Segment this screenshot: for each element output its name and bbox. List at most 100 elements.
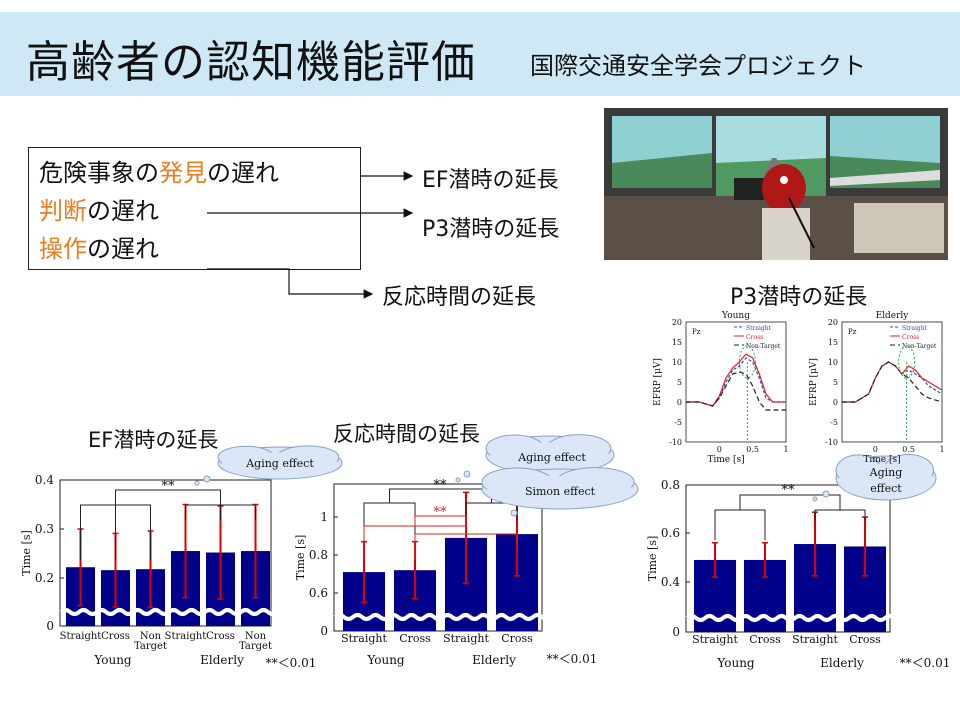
chart2-xlabel: Straight bbox=[692, 633, 738, 646]
erp1-ytick-label: -5 bbox=[830, 418, 838, 427]
chart1-callout-aging-fill bbox=[489, 442, 611, 474]
erp1-xlabel: Time [s] bbox=[863, 455, 900, 465]
chart0-xlabel: Straight bbox=[165, 631, 207, 642]
erp0-channel: Pz bbox=[692, 328, 701, 336]
erp0-ytick-label: 5 bbox=[677, 378, 682, 387]
erp0-title: Young bbox=[721, 311, 750, 321]
delay-line-judgment: 判断の遅れ bbox=[39, 197, 159, 225]
driving-simulator-photo bbox=[604, 108, 948, 260]
erp1-xtick-label: 0.5 bbox=[902, 445, 915, 454]
ef-latency-label: EF潜時の延長 bbox=[422, 168, 559, 193]
page-subtitle: 国際交通安全学会プロジェクト bbox=[530, 52, 866, 80]
chart2-xlabel: Cross bbox=[849, 633, 881, 646]
erp1-ytick-label: -10 bbox=[825, 438, 838, 447]
chart1-callout-aging-text: Aging effect bbox=[517, 451, 586, 464]
erp0-ytick-label: 15 bbox=[672, 338, 682, 347]
erp0-xtick-label: 0.5 bbox=[746, 445, 759, 454]
chart2-xlabel: Cross bbox=[749, 633, 781, 646]
erp1-title: Elderly bbox=[876, 311, 910, 321]
erp1-ytick-label: 15 bbox=[828, 338, 838, 347]
chart0-group-elderly: Elderly bbox=[200, 653, 244, 667]
ef-chart-title: EF潜時の延長 bbox=[88, 428, 219, 452]
chart0-xlabel: Cross bbox=[101, 631, 130, 642]
erp1-ytick-label: 10 bbox=[828, 358, 838, 367]
chart2-group-elderly: Elderly bbox=[820, 656, 864, 670]
chart2-significance-note: **＜0.01 bbox=[900, 656, 951, 670]
chart0-ytick-label: 0.2 bbox=[35, 571, 54, 585]
erp1-ytick-label: 5 bbox=[833, 378, 838, 387]
reaction-time-label: 反応時間の延長 bbox=[382, 285, 537, 310]
chart2-group-young: Young bbox=[716, 656, 755, 670]
chart0-xlabel: Non bbox=[140, 631, 162, 642]
erp0-ytick-label: -10 bbox=[669, 438, 682, 447]
p3-latency-label: P3潜時の延長 bbox=[422, 217, 560, 242]
erp1-xtick-label: 0 bbox=[873, 445, 878, 454]
chart1-callout-simon-text: Simon effect bbox=[525, 485, 596, 498]
chart0-ytick-label: 0.3 bbox=[35, 522, 54, 536]
chart1-cloud-dot bbox=[463, 470, 471, 478]
chart0-ytick-label: 0 bbox=[46, 619, 54, 633]
erp1-peak-ellipse bbox=[898, 345, 916, 379]
erp0-xtick-label: 0 bbox=[717, 445, 722, 454]
chart2-xlabel: Straight bbox=[792, 633, 838, 646]
rt-chart-title: 反応時間の延長 bbox=[333, 422, 480, 446]
chart1-xlabel: Straight bbox=[341, 632, 387, 645]
chart0-sig-stars: ** bbox=[162, 479, 176, 494]
erp0-ylabel: EFRP [μV] bbox=[653, 358, 663, 406]
chart2-sig-stars: ** bbox=[782, 483, 796, 498]
chart1-sig-stars-simon: ** bbox=[434, 505, 448, 520]
chart0-xlabel: Target bbox=[239, 641, 272, 652]
chart0-ytick-label: 0.4 bbox=[35, 473, 54, 487]
chart2-ytick-label: 0.8 bbox=[661, 478, 680, 492]
chart1-group-young: Young bbox=[366, 653, 405, 667]
chart1-ytick-label: 0.8 bbox=[309, 548, 328, 562]
chart2-ytick-label: 0.4 bbox=[661, 575, 680, 589]
chart0-group-young: Young bbox=[93, 653, 132, 667]
delay-line-discovery: 危険事象の発見の遅れ bbox=[39, 159, 279, 187]
erp1-xtick-label: 1 bbox=[939, 445, 944, 454]
chart0-xlabel: Cross bbox=[206, 631, 235, 642]
chart1-axis-break bbox=[333, 613, 553, 621]
erp0-xtick-label: 1 bbox=[783, 445, 788, 454]
chart1-xlabel: Cross bbox=[501, 632, 533, 645]
chart2-ytick-label: 0 bbox=[672, 625, 680, 639]
erp0-series-line bbox=[686, 371, 786, 411]
chart0-ylabel: Time [s] bbox=[20, 530, 33, 576]
chart1-xlabel: Straight bbox=[443, 632, 489, 645]
delay-line-operation: 操作の遅れ bbox=[39, 235, 159, 263]
chart0-cloud-dot bbox=[203, 475, 211, 483]
chart2-ytick-label: 0.6 bbox=[661, 526, 680, 540]
chart1-sig-stars-aging: ** bbox=[434, 478, 448, 493]
chart0-cloud-dot bbox=[194, 480, 200, 486]
chart1-ytick-label: 0 bbox=[320, 624, 328, 638]
erp1-frame bbox=[841, 321, 943, 443]
erp1-ylabel: EFRP [μV] bbox=[809, 358, 819, 406]
chart1-ytick-label: 0.6 bbox=[309, 586, 328, 600]
chart2-callout-text-1: Aging bbox=[869, 466, 903, 479]
erp0-ytick-label: 0 bbox=[677, 398, 682, 407]
chart0-xlabel: Target bbox=[134, 641, 167, 652]
erp0-legend-label: Non-Target bbox=[746, 343, 781, 350]
delays-box: 危険事象の発見の遅れ 判断の遅れ 操作の遅れ bbox=[28, 147, 361, 270]
erp1-legend-label: Straight bbox=[902, 325, 928, 332]
chart2-bracket-top bbox=[739, 494, 841, 510]
header-banner bbox=[0, 12, 960, 96]
chart2-callout-text-2: effect bbox=[870, 482, 902, 495]
erp0-ytick-label: 10 bbox=[672, 358, 682, 367]
erp1-ytick-label: 0 bbox=[833, 398, 838, 407]
chart0-xlabel: Non bbox=[245, 631, 267, 642]
erp0-peak-ellipse bbox=[738, 345, 756, 379]
chart1-ytick-label: 1 bbox=[320, 510, 328, 524]
page-title: 高齢者の認知機能評価 bbox=[26, 37, 476, 88]
erp1-legend-label: Non-Target bbox=[902, 343, 937, 350]
erp1-legend-label: Cross bbox=[902, 334, 919, 341]
erp1-ytick-label: 20 bbox=[828, 318, 838, 327]
erp0-legend-label: Straight bbox=[746, 325, 772, 332]
chart2-cloud-dot bbox=[822, 490, 830, 498]
chart1-ylabel: Time [s] bbox=[294, 535, 307, 581]
erp0-frame bbox=[685, 321, 787, 443]
chart0-significance-note: **＜0.01 bbox=[266, 656, 317, 670]
chart1-red-bracket-top bbox=[414, 515, 467, 534]
